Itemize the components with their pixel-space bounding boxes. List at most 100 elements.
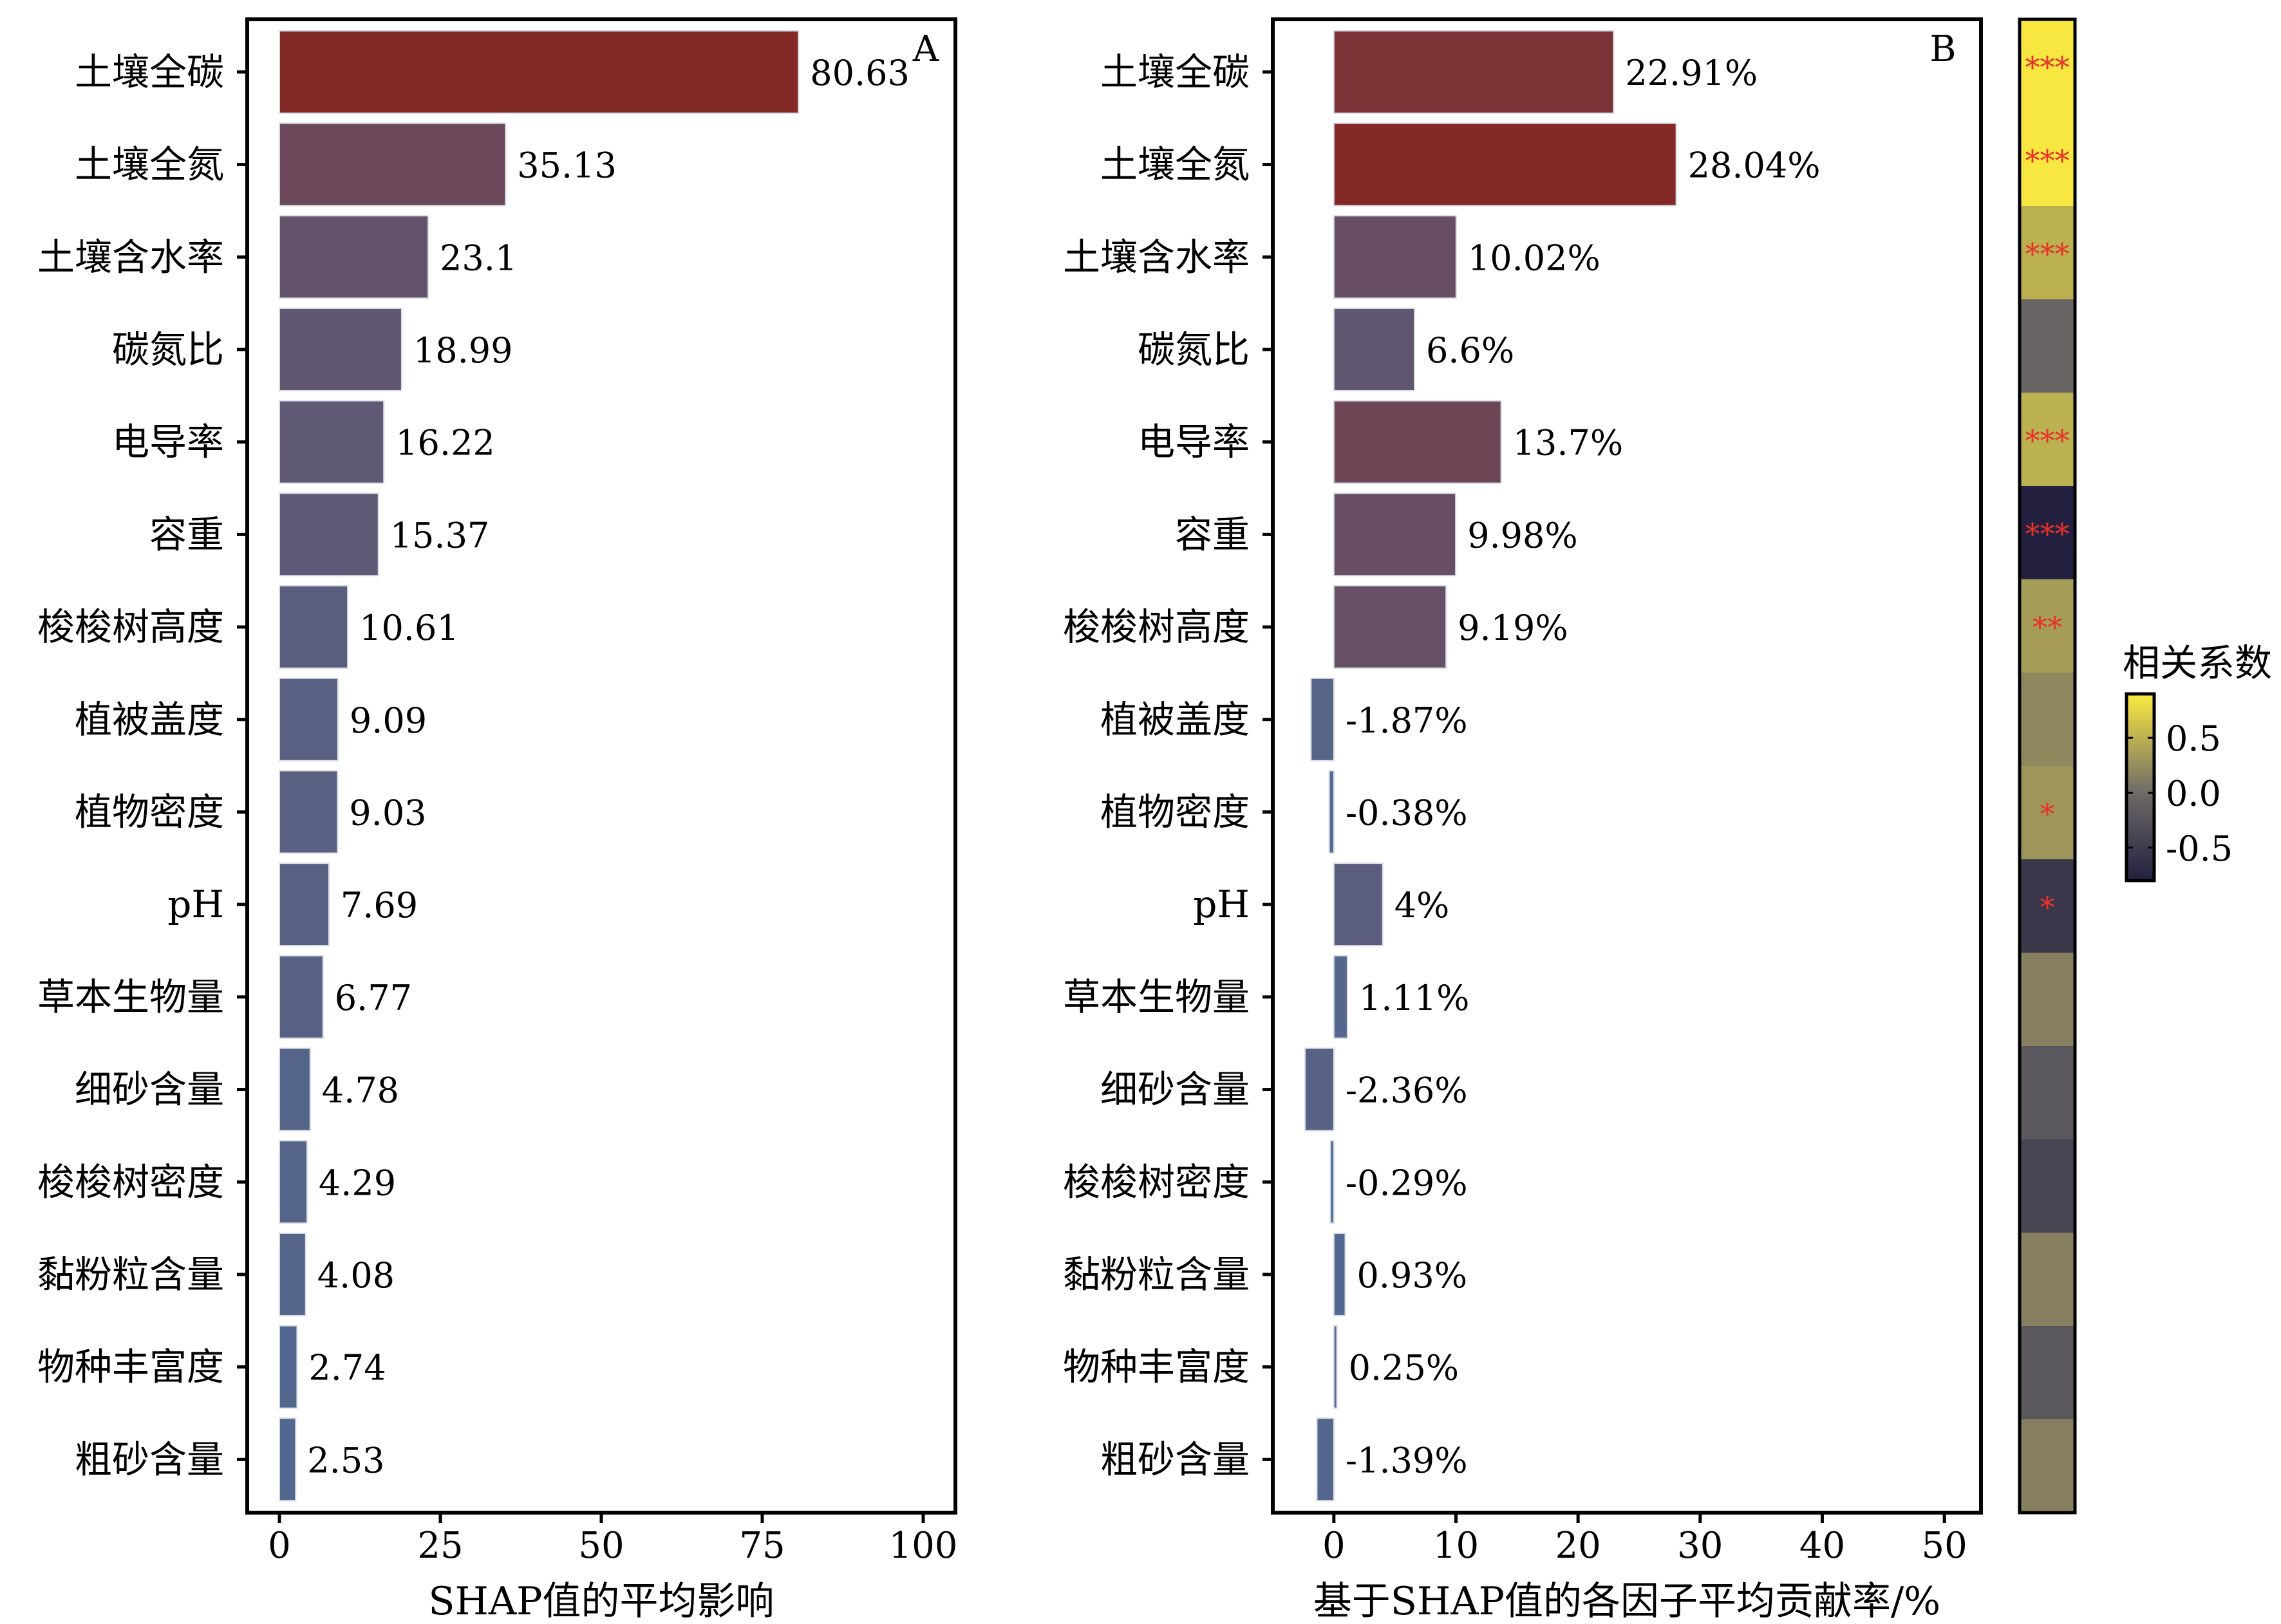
x-tick-label: 50	[1921, 1525, 1967, 1567]
bar	[279, 1140, 308, 1224]
bar	[1333, 1325, 1338, 1409]
y-tick-label: 土壤含水率	[37, 235, 224, 279]
y-tick-label: 土壤全碳	[1100, 50, 1250, 94]
y-tick-label: pH	[167, 882, 224, 926]
heatmap-cell	[2020, 113, 2075, 206]
significance-stars: ***	[2025, 517, 2070, 552]
bar	[279, 215, 429, 299]
y-tick-label: 容重	[149, 512, 224, 556]
significance-stars: ***	[2025, 144, 2070, 178]
panel-b-x-ticks: 0 10 20 30 40 50	[1322, 1513, 1967, 1567]
y-tick-label: 土壤全碳	[75, 50, 224, 94]
heatmap-cell	[2020, 1139, 2075, 1233]
data-label: 35.13	[517, 145, 617, 186]
y-tick-label: 电导率	[1138, 420, 1250, 464]
colorbar-ticks: 0.5 0.0 -0.5	[2126, 718, 2233, 869]
heatmap-cell	[2020, 953, 2075, 1046]
panel-b: 22.91% 28.04% 10.02% 6.6% 13.7% 9.98% 9.19% -1.…	[1063, 17, 1983, 1624]
data-label: -2.36%	[1346, 1070, 1468, 1111]
y-tick-label: 物种丰富度	[37, 1345, 224, 1389]
panel-a-x-axis-label: SHAP值的平均影响	[428, 1579, 774, 1624]
bar	[279, 400, 385, 484]
y-tick-label: pH	[1193, 882, 1250, 926]
data-label: -0.38%	[1346, 792, 1468, 833]
colorbar-tick-label: -0.5	[2166, 828, 2233, 869]
y-tick-label: 植被盖度	[75, 698, 224, 742]
data-label: 9.19%	[1458, 608, 1568, 648]
bar	[279, 585, 349, 669]
heatmap-frame	[2018, 17, 2077, 1515]
heatmap-cell	[2020, 766, 2075, 859]
x-tick-label: 25	[417, 1525, 463, 1567]
data-label: 9.98%	[1467, 515, 1578, 555]
x-tick-label: 0	[268, 1525, 291, 1567]
correlation-colorbar: 相关系数 0.5 0.0 -0.5	[2123, 641, 2272, 882]
y-tick-label: 细砂含量	[75, 1068, 224, 1112]
panel-b-label: B	[1929, 28, 1956, 70]
y-tick-label: 梭梭树高度	[1063, 605, 1250, 649]
y-tick-label: 土壤全氮	[75, 143, 224, 187]
bar	[279, 122, 507, 207]
data-label: 1.11%	[1359, 978, 1470, 1018]
bar	[1310, 677, 1335, 761]
panel-a-bars: 80.63 35.13 23.1 18.99 16.22 15.37 10.61 9.09 9.…	[279, 30, 910, 1502]
data-label: 4%	[1394, 885, 1450, 926]
bar	[1333, 955, 1348, 1039]
heatmap-cell	[2020, 206, 2075, 299]
heatmap-cell	[2020, 1233, 2075, 1326]
bar	[1333, 863, 1384, 947]
x-tick-label: 40	[1799, 1525, 1845, 1567]
y-tick-label: 梭梭树高度	[37, 605, 224, 649]
data-label: -1.39%	[1346, 1440, 1468, 1480]
bar	[279, 770, 339, 854]
data-label: -1.87%	[1346, 700, 1468, 741]
bar	[1333, 1232, 1346, 1316]
y-tick-label: 梭梭树密度	[37, 1160, 224, 1204]
bar	[1329, 1140, 1335, 1224]
data-label: 7.69	[341, 885, 418, 926]
colorbar-tick-label: 0.5	[2166, 718, 2221, 759]
y-tick-label: 草本生物量	[37, 975, 224, 1019]
heatmap-cell	[2020, 393, 2075, 486]
x-tick-label: 100	[889, 1525, 958, 1567]
bar	[279, 1232, 306, 1316]
data-label: -0.29%	[1346, 1162, 1468, 1203]
data-label: 4.29	[319, 1162, 396, 1203]
y-tick-label: 黏粉粒含量	[37, 1253, 224, 1296]
bar	[279, 30, 800, 114]
y-tick-label: 土壤含水率	[1063, 235, 1250, 279]
data-label: 23.1	[440, 238, 517, 278]
bar	[1316, 1417, 1335, 1502]
y-tick-label: 碳氮比	[112, 328, 224, 371]
heatmap-cell	[2020, 1419, 2075, 1513]
bar	[279, 1325, 298, 1409]
heatmap-cell	[2020, 1046, 2075, 1139]
significance-stars: *	[2040, 890, 2055, 925]
data-label: 9.03	[349, 792, 426, 833]
data-label: 6.6%	[1426, 330, 1514, 371]
bar	[279, 863, 330, 947]
bar	[279, 307, 402, 391]
data-label: 4.78	[322, 1070, 399, 1111]
y-tick-label: 植被盖度	[1100, 698, 1250, 742]
data-label: 2.53	[307, 1440, 384, 1480]
bar	[1333, 400, 1502, 484]
heatmap-cell	[2020, 486, 2075, 579]
significance-stars: *	[2040, 797, 2055, 832]
panel-b-bars: 22.91% 28.04% 10.02% 6.6% 13.7% 9.98% 9.19% -1.…	[1304, 30, 1821, 1502]
y-tick-label: 梭梭树密度	[1063, 1160, 1250, 1204]
x-tick-label: 75	[739, 1525, 785, 1567]
data-label: 10.61	[359, 608, 459, 648]
y-tick-label: 物种丰富度	[1063, 1345, 1250, 1389]
data-label: 18.99	[413, 330, 513, 371]
y-tick-label: 草本生物量	[1063, 975, 1250, 1019]
data-label: 10.02%	[1468, 238, 1600, 278]
panel-a: 80.63 35.13 23.1 18.99 16.22 15.37 10.61 9.09 9.…	[37, 17, 958, 1624]
bar	[279, 677, 339, 761]
heatmap-cell	[2020, 299, 2075, 393]
heatmap-cell	[2020, 673, 2075, 766]
x-tick-label: 20	[1555, 1525, 1601, 1567]
